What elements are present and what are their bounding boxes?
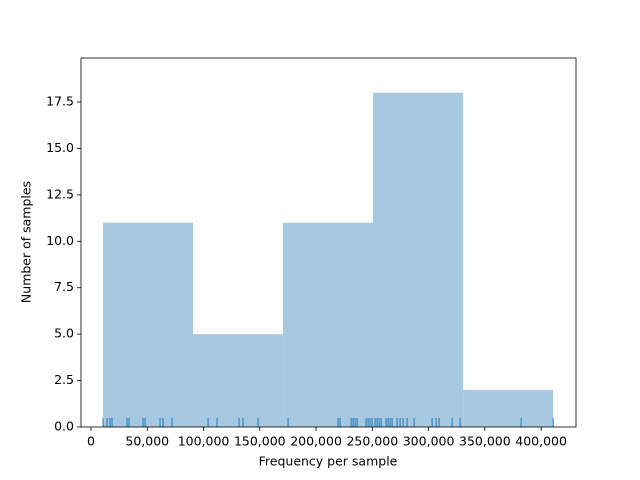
bar <box>103 222 194 427</box>
bar <box>283 222 374 427</box>
x-tick-label: 200,000 <box>290 434 342 449</box>
y-tick-label: 12.5 <box>46 186 74 201</box>
y-tick-label: 2.5 <box>54 372 74 387</box>
bar <box>193 334 284 427</box>
x-tick-label: 0 <box>87 434 95 449</box>
x-tick-label: 350,000 <box>459 434 511 449</box>
x-tick-label: 150,000 <box>234 434 286 449</box>
x-tick-label: 400,000 <box>515 434 567 449</box>
y-tick-label: 5.0 <box>54 326 74 341</box>
y-tick-label: 7.5 <box>54 279 74 294</box>
x-tick-label: 250,000 <box>346 434 398 449</box>
x-axis-label: Frequency per sample <box>259 454 398 469</box>
x-tick-label: 50,000 <box>125 434 169 449</box>
bar <box>463 389 554 427</box>
x-tick-label: 300,000 <box>403 434 455 449</box>
y-axis-label: Number of samples <box>19 181 34 303</box>
y-tick-label: 0.0 <box>54 419 74 434</box>
y-tick-label: 10.0 <box>46 233 74 248</box>
x-tick-label: 100,000 <box>178 434 230 449</box>
plot-frame <box>80 57 577 428</box>
bar <box>373 92 464 427</box>
y-tick-label: 15.0 <box>46 140 74 155</box>
y-tick-label: 17.5 <box>46 94 74 109</box>
